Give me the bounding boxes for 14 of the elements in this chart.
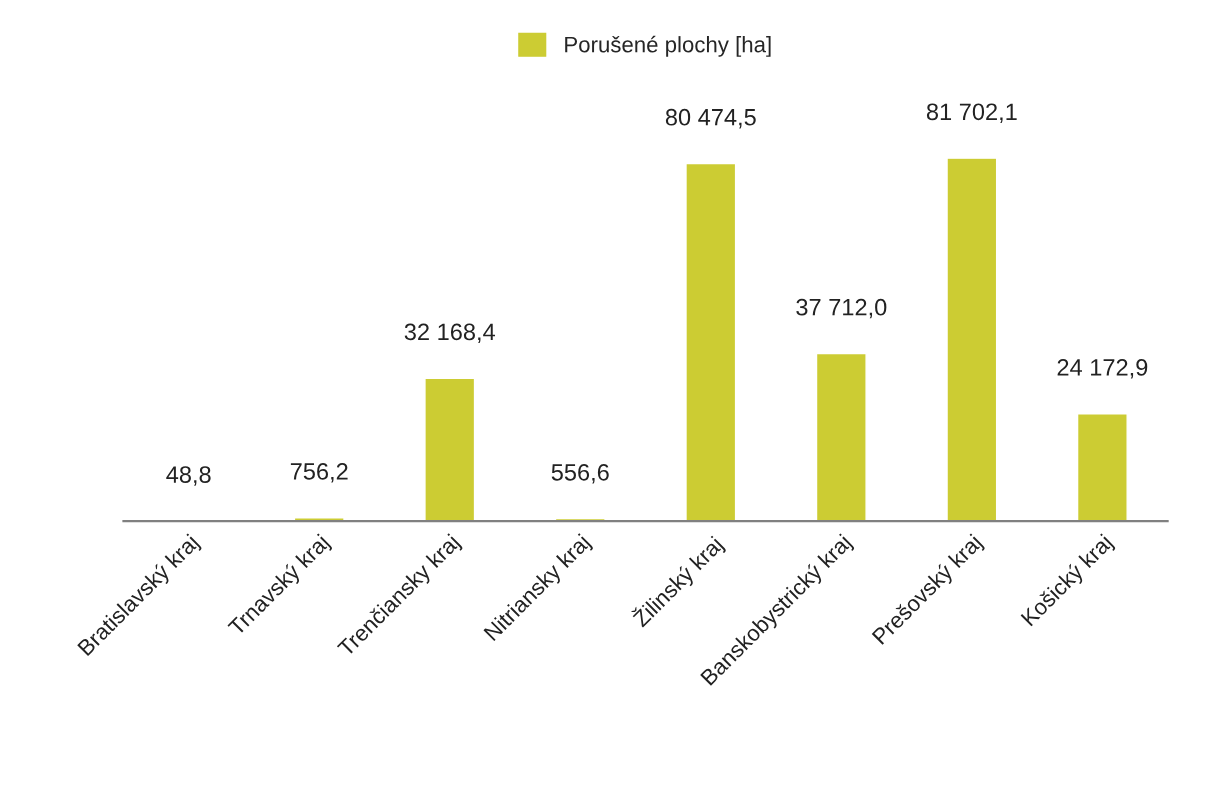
data-label: 81 702,1: [926, 103, 1017, 123]
data-label: 37 712,0: [796, 298, 887, 319]
bar: [685, 162, 737, 522]
bar: [946, 157, 998, 522]
bar: [1076, 413, 1128, 522]
legend-label: Porušené plochy [ha]: [565, 35, 771, 57]
data-label: 556,6: [551, 463, 609, 484]
data-label: 24 172,9: [1057, 359, 1148, 379]
bar: [424, 377, 476, 522]
data-label: 32 168,4: [404, 323, 496, 343]
data-label: 80 474,5: [665, 108, 756, 129]
data-label: 756,2: [290, 463, 348, 483]
bar: [815, 352, 867, 522]
data-label: 48,8: [166, 466, 211, 486]
